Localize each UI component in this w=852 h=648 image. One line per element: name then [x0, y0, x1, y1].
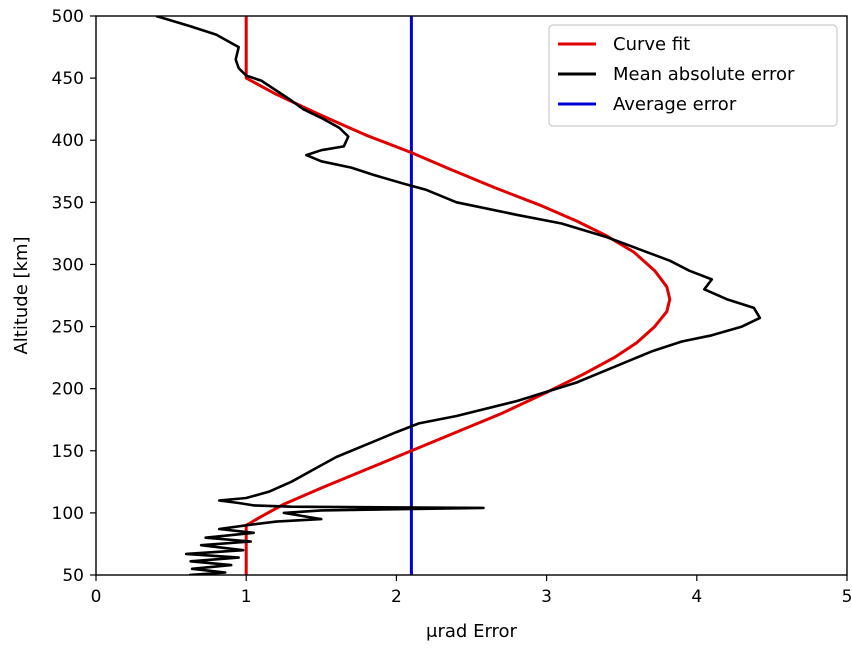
x-tick-label: 2: [391, 587, 402, 607]
y-tick-label: 200: [52, 380, 84, 400]
y-tick-label: 50: [62, 566, 84, 586]
y-tick-label: 250: [52, 318, 84, 338]
x-tick-label: 5: [842, 587, 852, 607]
y-tick-label: 100: [52, 504, 84, 524]
x-tick-label: 0: [91, 587, 102, 607]
series-line-mean-absolute-error: [155, 16, 762, 575]
x-axis-ticks: 0 1 2 3 4 5: [91, 575, 852, 607]
legend-box: [548, 24, 838, 127]
y-axis-label: Altitude [km]: [11, 236, 32, 354]
legend-entry: Curve fit: [613, 34, 690, 55]
x-tick-label: 1: [241, 587, 252, 607]
x-axis-label: μrad Error: [426, 621, 518, 642]
plot-lines: [155, 16, 762, 575]
y-tick-label: 150: [52, 442, 84, 462]
x-tick-label: 4: [691, 587, 702, 607]
y-tick-label: 350: [52, 193, 84, 213]
y-tick-label: 300: [52, 255, 84, 275]
y-tick-label: 450: [52, 69, 84, 89]
legend-entry: Mean absolute error: [613, 64, 795, 85]
y-axis-ticks: 50 100 150 200 250 300 350 400 450 500: [52, 7, 96, 586]
legend-entry: Average error: [613, 94, 737, 115]
x-tick-label: 3: [541, 587, 552, 607]
legend: Curve fit Mean absolute error Average erro…: [548, 24, 838, 127]
plot-frame: [95, 15, 848, 576]
series-line-curve-fit: [244, 16, 672, 575]
y-tick-label: 500: [52, 7, 84, 27]
y-tick-label: 400: [52, 131, 84, 151]
